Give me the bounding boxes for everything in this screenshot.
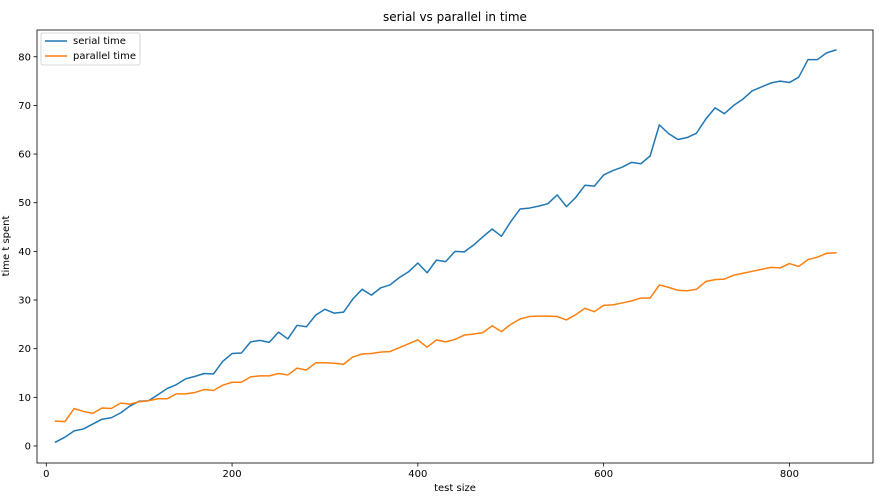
plot-area: [54, 49, 837, 444]
y-tick-label: 40: [18, 247, 31, 258]
y-tick-label: 30: [18, 296, 31, 307]
y-axis-label: time t spent: [1, 216, 12, 277]
y-tick-label: 50: [18, 198, 31, 209]
y-tick-label: 70: [18, 101, 31, 112]
legend-label-serial: serial time: [73, 36, 126, 47]
x-tick-label: 400: [408, 469, 427, 480]
y-tick-label: 60: [18, 150, 31, 161]
y-tick-label: 0: [25, 441, 31, 452]
x-axis-label: test size: [434, 483, 476, 494]
chart-title: serial vs parallel in time: [383, 10, 527, 24]
x-tick-label: 600: [594, 469, 613, 480]
y-axis-ticks: 0 10 20 30 40 50 60 70 80: [18, 52, 37, 452]
series-line-parallel-time: [54, 252, 837, 423]
x-tick-label: 0: [43, 469, 49, 480]
legend-label-parallel: parallel time: [73, 51, 136, 62]
y-tick-label: 20: [18, 344, 31, 355]
series-line-serial-time: [54, 49, 837, 444]
y-tick-label: 80: [18, 52, 31, 63]
x-tick-label: 800: [780, 469, 799, 480]
plot-frame: [36, 29, 874, 464]
legend: serial time parallel time: [40, 32, 141, 66]
y-tick-label: 10: [18, 393, 31, 404]
x-tick-label: 200: [223, 469, 242, 480]
x-axis-ticks: 0 200 400 600 800: [43, 463, 799, 480]
